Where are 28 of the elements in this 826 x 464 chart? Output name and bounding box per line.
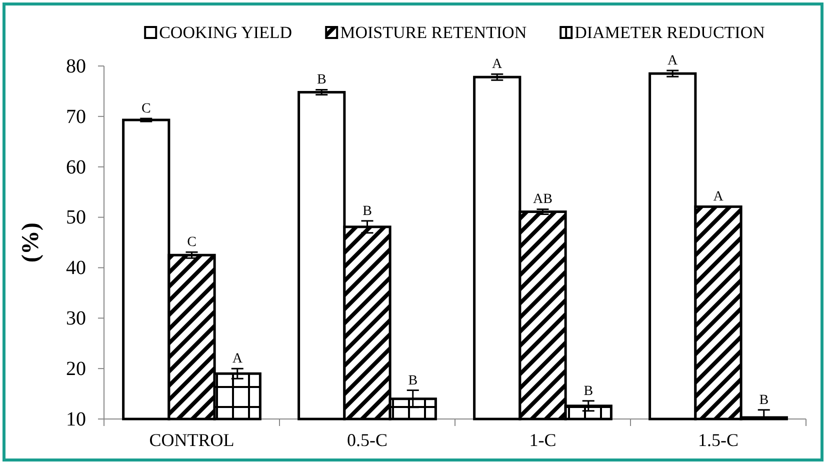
annotation: AB <box>533 192 552 208</box>
x-tick-label: CONTROL <box>149 430 234 450</box>
annotation: A <box>492 57 504 72</box>
y-tick-label: 60 <box>66 156 86 178</box>
annotation: B <box>362 204 372 219</box>
y-tick-label: 10 <box>66 408 86 430</box>
y-tick-label: 20 <box>66 358 86 380</box>
annotation: B <box>316 72 326 88</box>
annotation: C <box>187 235 196 250</box>
x-tick-label: 1-C <box>529 430 556 450</box>
x-tick-label: 0.5-C <box>347 430 388 450</box>
y-tick-label: 50 <box>66 206 86 229</box>
legend-label: DIAMETER REDUCTION <box>574 23 765 42</box>
y-tick-label: 80 <box>66 55 86 78</box>
annotation: B <box>759 392 769 408</box>
annotation: A <box>668 54 679 69</box>
annotation: B <box>408 373 418 388</box>
annotation: B <box>584 384 594 399</box>
y-tick-label: 70 <box>66 106 86 128</box>
annotation: A <box>232 352 244 367</box>
x-tick-label: 1.5-C <box>698 430 738 450</box>
legend-label: COOKING YIELD <box>159 23 292 42</box>
legend-label: MOISTURE RETENTION <box>340 23 527 42</box>
y-tick-label: 40 <box>66 257 86 280</box>
annotation: C <box>141 101 151 116</box>
y-axis-title: (%) <box>18 222 44 262</box>
annotation: A <box>713 190 724 205</box>
y-tick-label: 30 <box>66 308 86 330</box>
